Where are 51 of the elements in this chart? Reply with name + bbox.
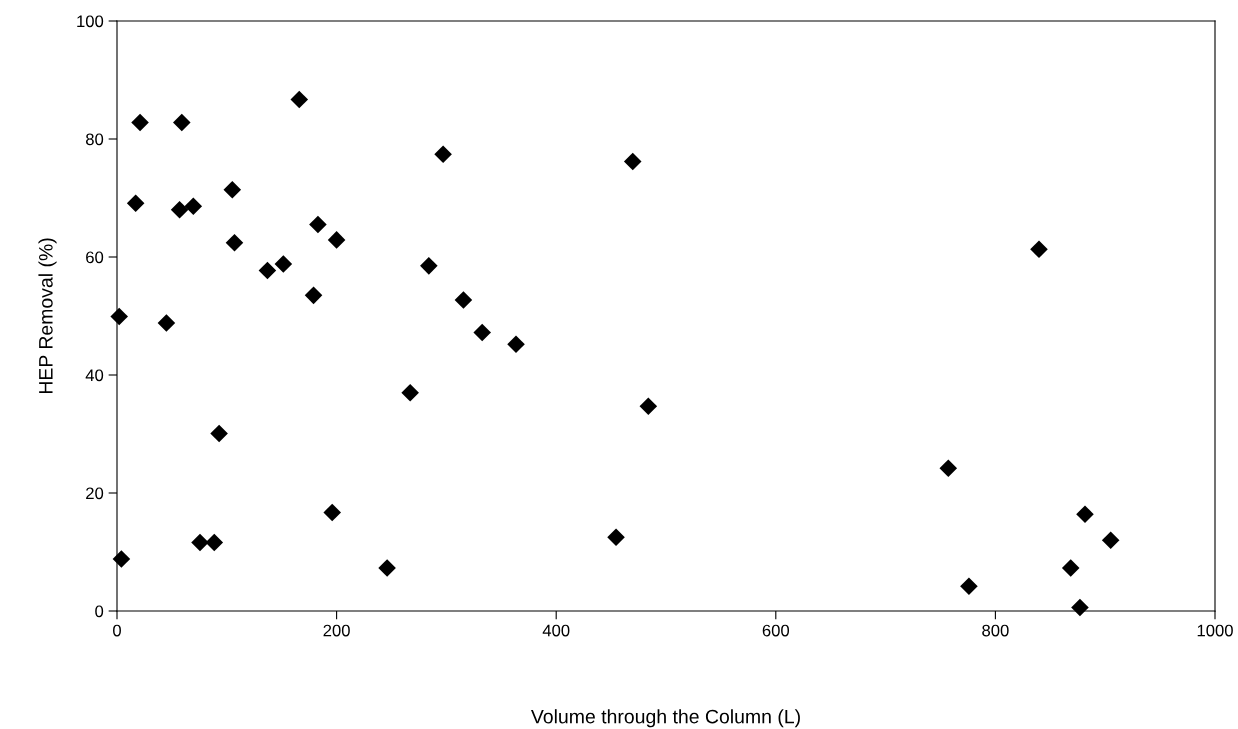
point — [1030, 240, 1048, 259]
point — [323, 503, 341, 522]
y-tick-label: 0 — [95, 605, 104, 618]
point — [274, 255, 293, 273]
point — [1061, 559, 1080, 577]
x-tick-label: 0 — [113, 624, 121, 637]
point — [157, 314, 176, 332]
y-tick-label: 60 — [86, 251, 104, 264]
point — [184, 197, 203, 216]
point — [420, 257, 438, 275]
point — [210, 424, 228, 443]
point — [225, 234, 244, 252]
point — [1071, 598, 1089, 617]
point — [110, 307, 128, 326]
x-tick-label: 1000 — [1197, 624, 1233, 637]
point — [205, 533, 224, 552]
point — [378, 559, 396, 577]
point — [454, 291, 473, 309]
point — [1101, 531, 1120, 549]
y-tick-label: 100 — [77, 15, 104, 28]
point — [960, 577, 978, 595]
point — [170, 201, 189, 219]
point — [607, 528, 625, 547]
point — [434, 145, 452, 164]
x-axis-title: Volume through the Column (L) — [530, 709, 800, 728]
point — [623, 152, 642, 171]
y-tick-label: 80 — [85, 133, 104, 146]
point — [507, 335, 525, 354]
x-tick-label: 600 — [762, 624, 790, 637]
x-tick-label: 800 — [982, 624, 1009, 637]
point — [473, 323, 491, 342]
point — [327, 231, 346, 249]
point — [304, 286, 323, 305]
x-tick-label: 200 — [323, 624, 350, 637]
point — [191, 533, 209, 552]
y-tick-label: 20 — [86, 487, 104, 500]
point — [126, 194, 145, 213]
point — [309, 215, 327, 234]
point — [290, 90, 309, 109]
point — [1076, 505, 1094, 524]
point — [173, 113, 191, 132]
y-axis-title: HEP Removal (%) — [38, 238, 57, 394]
point — [223, 180, 242, 199]
y-tick-label: 40 — [85, 369, 104, 382]
x-tick-label: 400 — [542, 624, 570, 637]
point — [258, 261, 277, 280]
point — [639, 397, 658, 416]
point — [131, 113, 149, 132]
point — [401, 383, 419, 402]
point — [939, 459, 958, 477]
point — [112, 550, 131, 568]
